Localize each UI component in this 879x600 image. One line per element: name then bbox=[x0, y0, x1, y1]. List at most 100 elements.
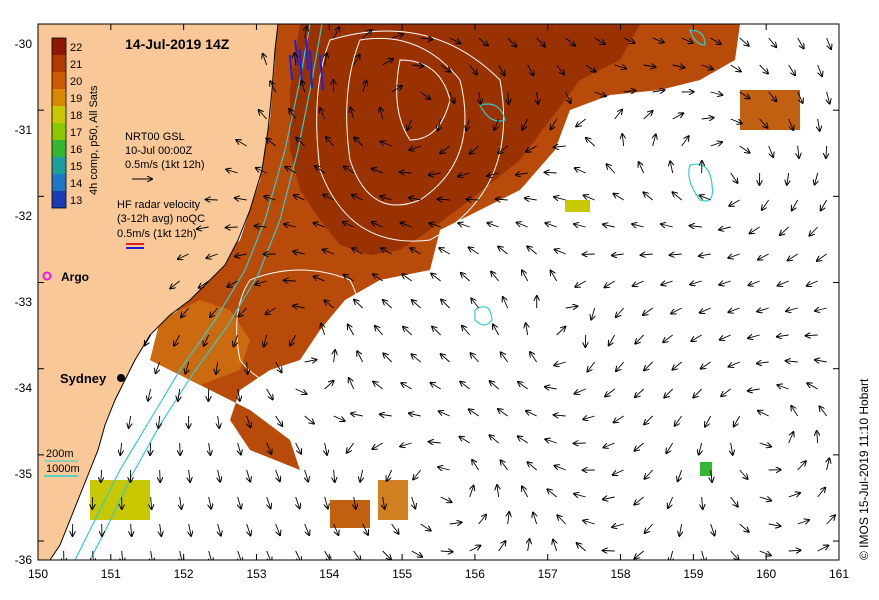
y-tick-label: -31 bbox=[15, 123, 33, 137]
velocity-arrow bbox=[218, 415, 220, 428]
velocity-arrow bbox=[471, 353, 479, 363]
velocity-arrow bbox=[235, 254, 247, 257]
hf-radar-legend: HF radar velocity (3-12h avg) noQC 0.5m/… bbox=[117, 199, 205, 249]
velocity-arrow bbox=[536, 37, 545, 47]
colorbar-outline bbox=[51, 37, 67, 209]
velocity-arrow bbox=[666, 442, 674, 453]
velocity-arrow bbox=[189, 523, 191, 536]
velocity-arrow bbox=[304, 523, 310, 535]
velocity-arrow bbox=[402, 274, 412, 282]
velocity-arrow bbox=[487, 173, 499, 176]
velocity-arrow bbox=[352, 248, 363, 255]
velocity-arrow bbox=[672, 65, 685, 68]
velocity-arrow bbox=[612, 524, 624, 527]
velocity-arrow bbox=[702, 496, 703, 509]
velocity-arrow bbox=[551, 118, 558, 129]
velocity-arrow bbox=[296, 496, 300, 508]
velocity-arrow bbox=[635, 442, 644, 451]
velocity-arrow bbox=[93, 550, 94, 560]
velocity-arrow bbox=[354, 300, 363, 309]
velocity-arrow bbox=[478, 37, 488, 46]
velocity-arrow bbox=[462, 326, 471, 336]
velocity-arrow bbox=[387, 469, 393, 481]
velocity-arrow bbox=[267, 496, 271, 508]
velocity-arrow bbox=[178, 253, 189, 259]
velocity-arrow bbox=[827, 91, 830, 104]
velocity-arrow bbox=[380, 107, 383, 120]
hf-detail: (3-12h avg) noQC bbox=[117, 213, 205, 225]
velocity-arrow bbox=[585, 64, 596, 72]
velocity-vectors bbox=[64, 26, 835, 560]
velocity-arrow bbox=[545, 387, 557, 389]
velocity-arrow bbox=[526, 145, 537, 152]
velocity-arrow bbox=[768, 91, 777, 101]
velocity-arrow bbox=[577, 543, 586, 552]
velocity-arrow bbox=[530, 352, 538, 363]
velocity-arrow bbox=[206, 254, 218, 258]
velocity-arrow bbox=[528, 462, 537, 471]
velocity-arrow bbox=[739, 523, 749, 532]
velocity-arrow bbox=[255, 281, 267, 285]
velocity-arrow bbox=[295, 442, 301, 454]
velocity-arrow bbox=[675, 415, 683, 426]
velocity-arrow bbox=[702, 550, 705, 560]
velocity-arrow bbox=[431, 274, 441, 282]
velocity-arrow bbox=[634, 550, 644, 559]
velocity-arrow bbox=[556, 64, 564, 75]
velocity-arrow bbox=[343, 222, 354, 228]
sst-patch bbox=[700, 462, 712, 476]
sst-patch bbox=[565, 200, 590, 212]
velocity-arrow bbox=[528, 539, 530, 552]
colorbar-swatch bbox=[52, 140, 66, 157]
velocity-arrow bbox=[325, 442, 327, 455]
velocity-arrow bbox=[178, 388, 180, 401]
velocity-arrow bbox=[817, 253, 827, 261]
velocity-arrow bbox=[235, 198, 247, 200]
velocity-arrow bbox=[375, 326, 384, 336]
velocity-arrow bbox=[372, 168, 383, 174]
velocity-arrow bbox=[323, 195, 334, 201]
velocity-arrow bbox=[275, 523, 280, 535]
velocity-arrow bbox=[818, 118, 820, 131]
velocity-arrow bbox=[247, 361, 248, 374]
australia-landmass bbox=[38, 24, 278, 560]
x-tick-label: 154 bbox=[319, 567, 339, 581]
velocity-arrow bbox=[234, 334, 239, 346]
velocity-arrow bbox=[498, 409, 508, 417]
velocity-arrow bbox=[266, 550, 272, 560]
velocity-arrow bbox=[185, 361, 188, 374]
velocity-arrow bbox=[583, 416, 595, 419]
velocity-arrow bbox=[730, 172, 738, 183]
velocity-arrow bbox=[270, 81, 277, 93]
velocity-arrow bbox=[700, 195, 711, 201]
velocity-arrow bbox=[347, 442, 355, 453]
colorbar-tick: 21 bbox=[70, 59, 82, 71]
velocity-arrow bbox=[353, 55, 360, 66]
velocity-arrow bbox=[391, 523, 399, 534]
x-tick-label: 150 bbox=[28, 567, 48, 581]
velocity-arrow bbox=[699, 442, 702, 455]
velocity-arrow bbox=[353, 550, 361, 560]
velocity-arrow bbox=[236, 140, 247, 147]
velocity-arrow bbox=[466, 118, 470, 130]
velocity-arrow bbox=[181, 307, 190, 317]
velocity-arrow bbox=[748, 335, 760, 338]
velocity-arrow bbox=[815, 360, 827, 362]
argo-float-marker bbox=[42, 271, 52, 281]
velocity-arrow bbox=[381, 248, 392, 255]
velocity-arrow bbox=[768, 524, 781, 526]
velocity-arrow bbox=[266, 307, 276, 314]
velocity-arrow bbox=[469, 409, 479, 417]
velocity-arrow bbox=[449, 91, 455, 103]
velocity-arrow bbox=[623, 37, 635, 43]
velocity-arrow bbox=[150, 442, 151, 455]
velocity-arrow bbox=[768, 145, 774, 157]
colorbar-label: 4h comp, p50, All Sats bbox=[88, 85, 100, 195]
velocity-arrow bbox=[429, 223, 441, 227]
velocity-arrow bbox=[131, 523, 132, 536]
velocity-arrow bbox=[197, 227, 209, 229]
velocity-arrow bbox=[797, 520, 809, 524]
velocity-arrow bbox=[432, 327, 441, 336]
velocity-arrow bbox=[587, 361, 596, 372]
velocity-arrow bbox=[555, 249, 566, 255]
